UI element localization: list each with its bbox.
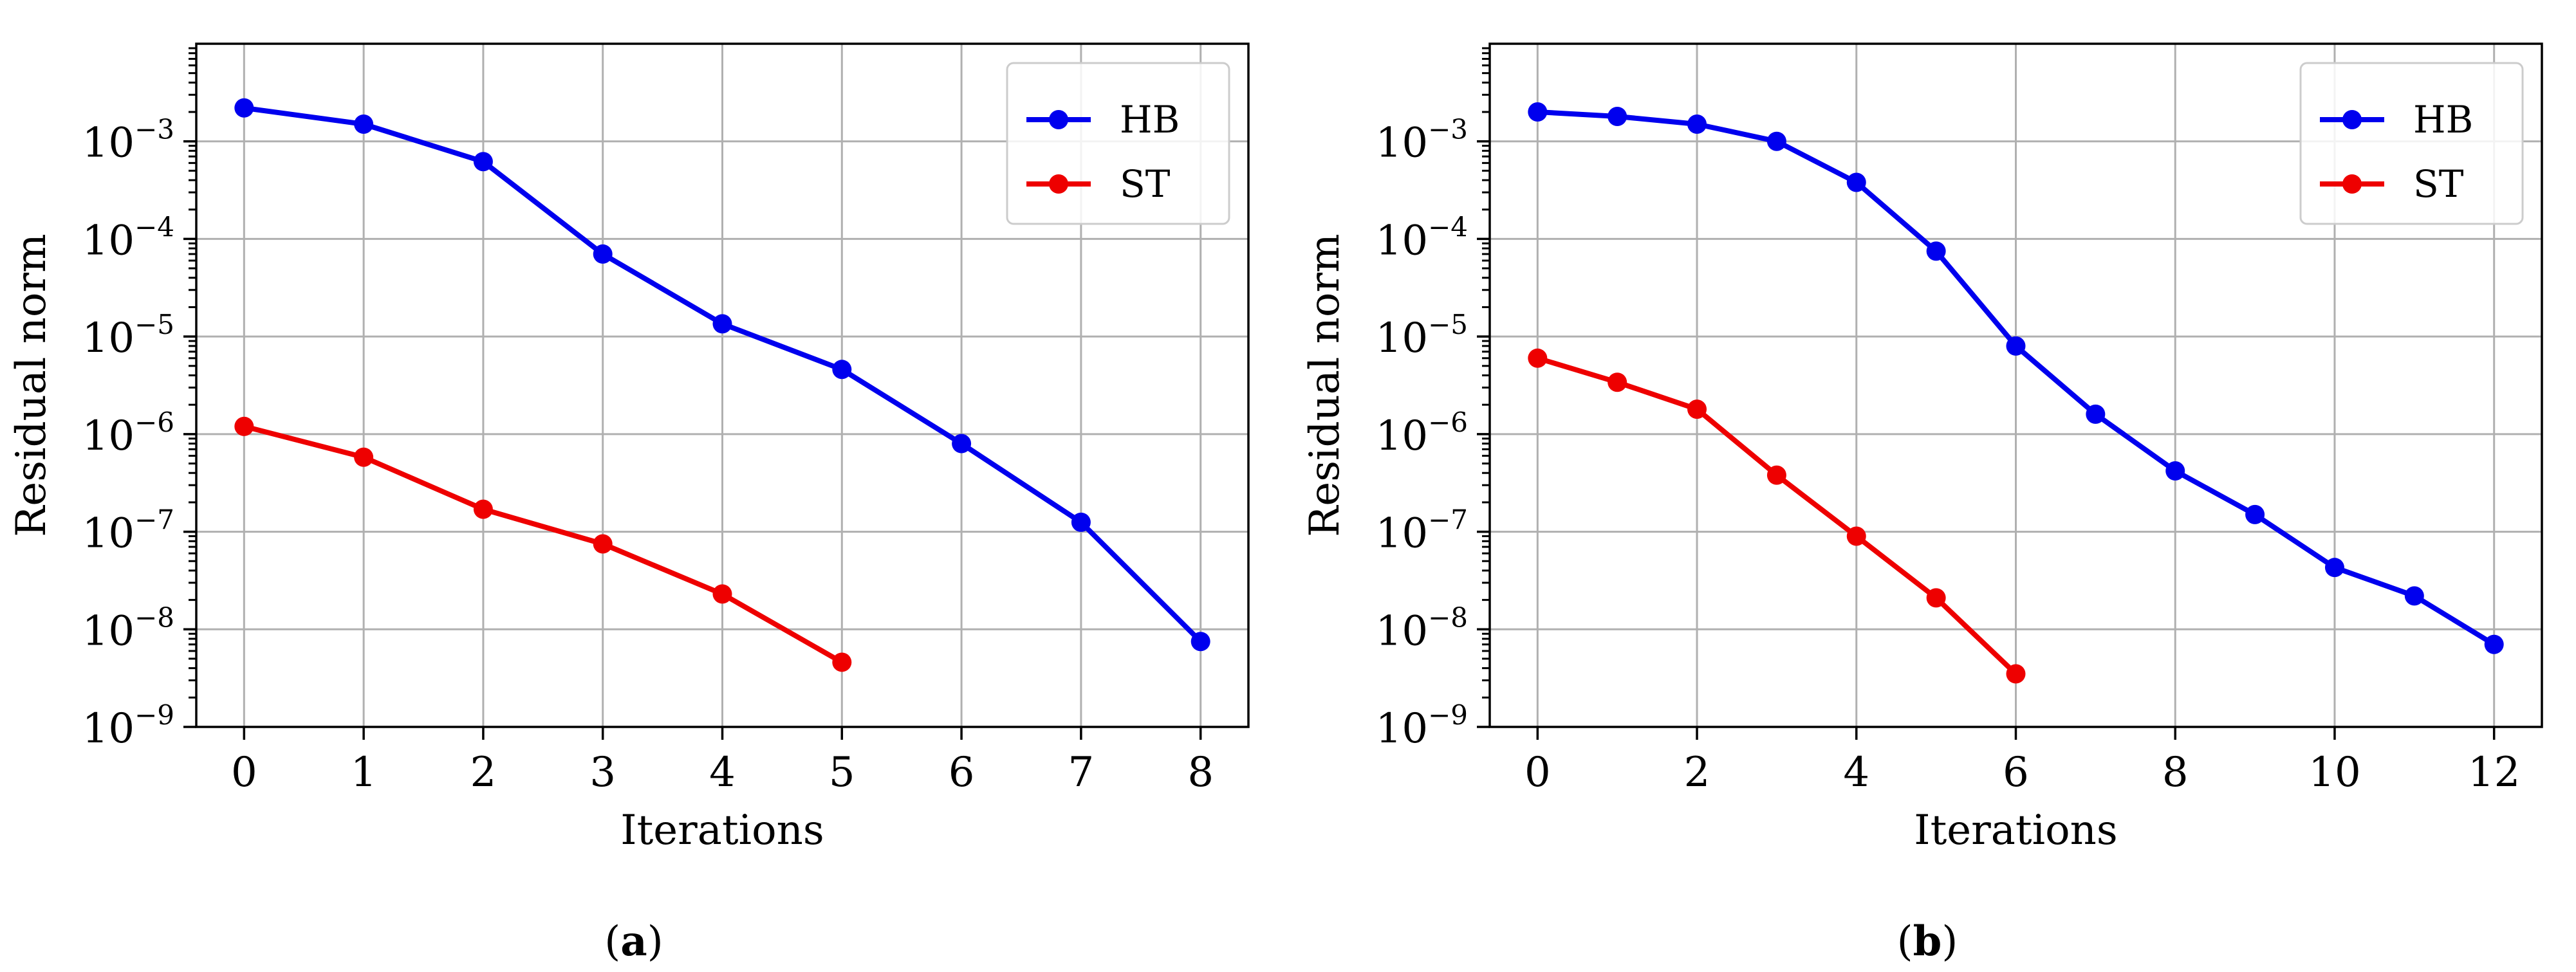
y-tick-label: 10−8 xyxy=(82,601,174,655)
y-axis-title: Residual norm xyxy=(1301,234,1349,537)
data-point-ST xyxy=(1528,348,1548,368)
data-point-ST xyxy=(2006,664,2026,684)
data-point-ST xyxy=(1846,526,1866,546)
x-tick-label: 3 xyxy=(589,749,616,796)
legend-box xyxy=(1006,62,1230,225)
series-line-ST xyxy=(243,423,844,665)
x-tick-label: 7 xyxy=(1068,749,1095,796)
data-point-HB xyxy=(1687,114,1707,134)
legend-label-ST: ST xyxy=(1120,162,1171,206)
data-point-ST xyxy=(593,534,613,554)
y-tick-label: 10−5 xyxy=(82,309,174,362)
data-point-ST xyxy=(832,652,852,672)
x-tick-label: 4 xyxy=(1843,749,1869,796)
data-point-ST xyxy=(354,447,374,467)
data-point-HB xyxy=(354,114,374,134)
chart-panel-b: 0 2 4 6 8 10 12 10−9 10−8 10−7 10−6 10−5 10−4 10−3 HB S… xyxy=(1301,42,2543,966)
data-point-ST xyxy=(1608,372,1627,392)
data-point-HB xyxy=(2006,336,2026,356)
data-point-ST xyxy=(1766,465,1786,485)
x-tick-label: 5 xyxy=(829,749,855,796)
data-point-HB xyxy=(473,152,493,172)
data-point-HB xyxy=(952,434,972,454)
series-line-ST xyxy=(1537,355,2018,676)
y-tick-label: 10−3 xyxy=(1376,114,1468,167)
legend-marker-ST xyxy=(2342,174,2362,194)
data-point-HB xyxy=(2245,504,2265,524)
y-axis-title: Residual norm xyxy=(8,234,55,537)
y-tick-label: 10−9 xyxy=(1376,699,1468,753)
x-tick-label: 4 xyxy=(709,749,736,796)
x-tick-label: 0 xyxy=(231,749,257,796)
legend-marker-HB xyxy=(1049,110,1068,129)
y-tick-label: 10−4 xyxy=(1376,211,1468,264)
data-point-HB xyxy=(2324,558,2344,578)
x-tick-label: 10 xyxy=(2308,749,2360,796)
data-point-ST xyxy=(712,584,732,604)
data-point-HB xyxy=(2086,404,2106,424)
x-tick-label: 12 xyxy=(2468,749,2520,796)
data-point-HB xyxy=(2404,586,2424,606)
x-tick-label: 2 xyxy=(470,749,497,796)
data-point-ST xyxy=(234,416,254,436)
x-tick-label: 0 xyxy=(1524,749,1551,796)
chart-panel-a: 0 1 2 3 4 5 6 7 8 10−9 10−8 10−7 10−6 10−5 10−4 10−3 HB S… xyxy=(8,42,1250,966)
data-point-HB xyxy=(1766,131,1786,151)
panel-caption: (a) xyxy=(604,917,663,966)
y-tick-label: 10−5 xyxy=(1376,309,1468,362)
x-tick-label: 8 xyxy=(1187,749,1214,796)
data-point-ST xyxy=(1926,588,1946,608)
data-point-HB xyxy=(832,360,852,380)
data-point-HB xyxy=(1528,102,1548,122)
panel-caption: (b) xyxy=(1897,917,1958,966)
x-axis-title: Iterations xyxy=(620,807,824,854)
x-tick-label: 6 xyxy=(949,749,975,796)
data-point-HB xyxy=(1608,106,1627,126)
data-point-HB xyxy=(593,244,613,264)
data-point-HB xyxy=(234,98,254,118)
data-point-HB xyxy=(1191,632,1210,652)
legend-label-HB: HB xyxy=(2413,98,2473,142)
data-point-HB xyxy=(1926,241,1946,261)
plot-frame xyxy=(1488,42,2543,728)
y-tick-label: 10−6 xyxy=(82,407,174,460)
legend-label-ST: ST xyxy=(2413,162,2464,206)
data-point-HB xyxy=(1846,172,1866,192)
plot-frame xyxy=(195,42,1250,728)
data-point-HB xyxy=(1071,512,1091,532)
x-axis-title: Iterations xyxy=(1914,807,2117,854)
legend-marker-ST xyxy=(1049,174,1068,194)
x-tick-label: 6 xyxy=(2003,749,2029,796)
data-point-HB xyxy=(2484,634,2504,654)
data-point-HB xyxy=(712,314,732,334)
y-tick-label: 10−9 xyxy=(82,699,174,753)
y-tick-label: 10−6 xyxy=(1376,407,1468,460)
y-tick-label: 10−7 xyxy=(1376,504,1468,558)
legend-label-HB: HB xyxy=(1120,98,1180,142)
y-tick-label: 10−3 xyxy=(82,114,174,167)
y-tick-label: 10−7 xyxy=(82,504,174,558)
data-point-ST xyxy=(1687,399,1707,419)
legend-box xyxy=(2299,62,2524,225)
y-tick-label: 10−4 xyxy=(82,211,174,264)
legend: HB ST xyxy=(1006,62,1230,225)
x-tick-label: 2 xyxy=(1684,749,1710,796)
data-point-HB xyxy=(2165,461,2185,481)
legend: HB ST xyxy=(2299,62,2524,225)
legend-marker-HB xyxy=(2342,110,2362,129)
data-point-ST xyxy=(473,499,493,519)
y-tick-label: 10−8 xyxy=(1376,601,1468,655)
x-tick-label: 1 xyxy=(351,749,377,796)
x-tick-label: 8 xyxy=(2162,749,2189,796)
